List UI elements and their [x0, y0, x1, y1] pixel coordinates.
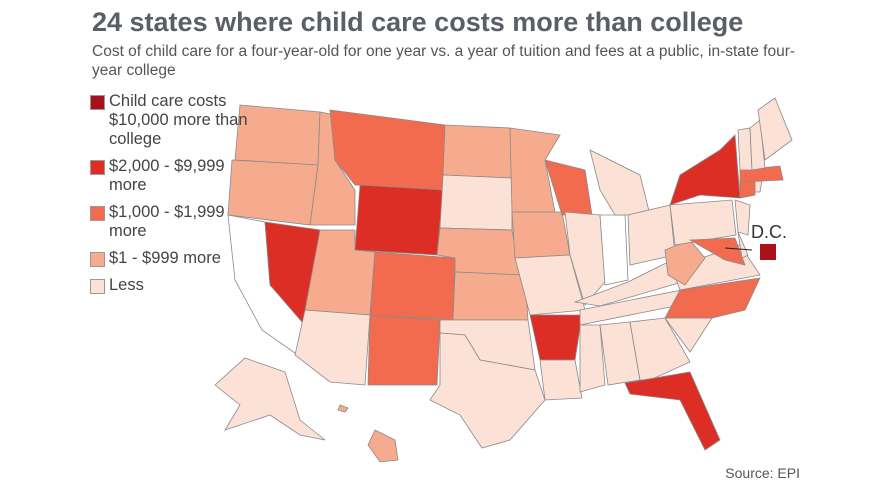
state-nj: [734, 199, 751, 236]
state-mi: [589, 149, 651, 216]
state-de: [737, 231, 749, 259]
legend-label: $2,000 - $9,999 more: [109, 157, 225, 194]
source-note: Source: EPI: [725, 465, 800, 481]
legend-item-less: Less: [90, 276, 259, 295]
state-me: [757, 97, 793, 161]
state-wy: [354, 184, 444, 256]
state-hi: [367, 429, 399, 463]
map-subtitle: Cost of child care for a four-year-old f…: [92, 43, 796, 79]
state-fl: [624, 371, 721, 451]
state-ia: [511, 211, 571, 259]
state-la: [539, 359, 583, 401]
legend-label: Less: [109, 276, 144, 294]
map-title: 24 states where child care costs more th…: [92, 7, 744, 37]
state-ri: [754, 179, 763, 193]
state-ks: [452, 271, 529, 321]
state-az: [294, 309, 371, 386]
legend-item-1000-1999: $1,000 - $1,999 more: [90, 203, 259, 241]
state-ct: [739, 179, 756, 199]
legend-item-2000-9999: $2,000 - $9,999 more: [90, 157, 259, 195]
legend-swatch: [90, 206, 105, 221]
legend-label: $1,000 - $1,999 more: [109, 203, 225, 240]
state-ar: [529, 314, 583, 361]
legend-swatch: [90, 252, 105, 267]
state-ms: [579, 324, 606, 393]
legend-swatch: [90, 160, 105, 175]
state-mn: [509, 127, 561, 213]
state-nc: [664, 277, 761, 319]
legend-label: Child care costs $10,000 more than colle…: [109, 92, 248, 148]
dc-marker: [760, 244, 776, 260]
state-il: [564, 211, 606, 306]
dc-label: D.C.: [751, 222, 787, 242]
legend: Child care costs $10,000 more than colle…: [90, 92, 259, 303]
state-sd: [439, 174, 513, 231]
state-nd: [442, 124, 513, 179]
state-in: [599, 214, 629, 286]
legend-item-10000-plus: Child care costs $10,000 more than colle…: [90, 92, 259, 149]
state-tx: [429, 332, 546, 449]
state-hi: [337, 404, 349, 413]
state-co: [369, 251, 456, 321]
legend-item-1-999: $1 - $999 more: [90, 249, 259, 268]
legend-swatch: [90, 95, 105, 110]
state-ny: [669, 134, 741, 206]
state-ga: [629, 317, 691, 381]
dc-leader-line: [724, 247, 753, 251]
state-md: [688, 237, 746, 266]
state-nm: [367, 314, 441, 386]
state-ak: [214, 357, 326, 441]
legend-swatch: [90, 279, 105, 294]
legend-label: $1 - $999 more: [109, 249, 221, 267]
state-pa: [669, 199, 737, 246]
